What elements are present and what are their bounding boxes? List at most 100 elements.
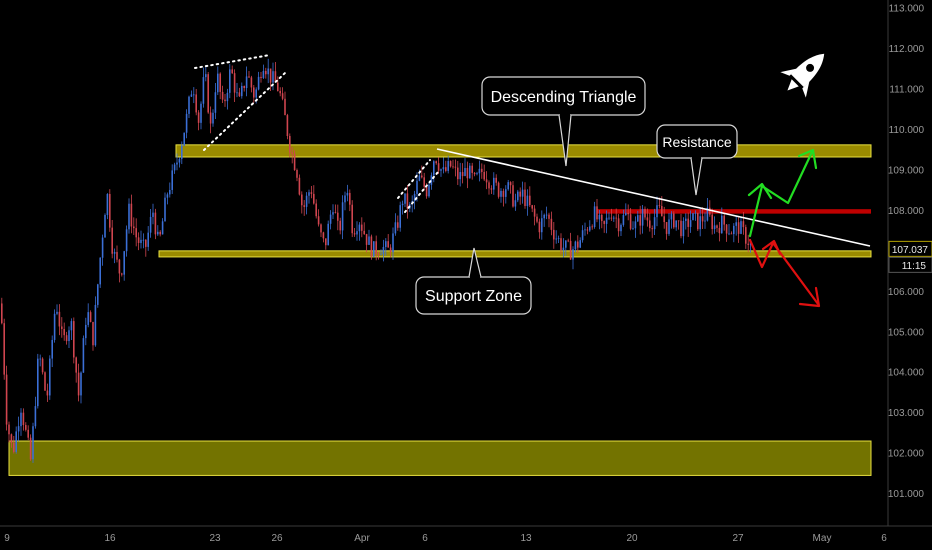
countdown-tag: 11:15 [888,256,932,273]
candle-body [579,240,581,248]
price-tick-label: 110.000 [889,125,925,136]
candle-body [529,195,531,206]
candle-body [608,217,610,219]
candle-body [329,214,332,224]
candle-body [49,358,51,396]
candle-body [149,216,152,233]
candle-body [209,112,212,124]
candle-body [327,223,329,246]
candle-body [447,161,449,171]
candle-body [466,168,469,179]
candle-body [63,329,65,336]
candle-body [620,224,622,232]
candle-body [325,238,327,246]
candle-body [291,152,293,154]
callout-descending-triangle: Descending Triangle [481,76,646,167]
candle-body [281,93,284,99]
candle-body [725,224,728,234]
candle-body [214,92,217,113]
candle-body [733,225,735,235]
candle-body [365,234,368,245]
candle-body [454,166,457,168]
candle-body [113,251,116,254]
time-tick-label: 20 [626,533,638,544]
candle-body [219,73,221,92]
candle-body [377,254,380,255]
candle-body [430,175,433,185]
candle-body [577,241,579,248]
candle-body [39,358,41,360]
candle-body [704,220,706,222]
candle-body [605,217,608,224]
candle-body [673,213,675,228]
candle-body [296,169,298,178]
candle-body [190,94,193,97]
candle-body [166,194,169,198]
candle-body [718,227,721,234]
candle-body [565,240,567,248]
candle-body [337,212,339,221]
candle-body [320,224,322,233]
candle-body [308,192,310,196]
candle-body [721,215,723,234]
candle-body [670,213,673,220]
callout-label-resistance: Resistance [662,134,731,150]
wedge-dotted-lines [194,54,439,213]
candle-body [699,216,701,230]
candle-body [104,214,106,238]
countdown-label: 11:15 [902,261,927,272]
candle-body [560,238,562,251]
candle-body [303,205,305,207]
candle-body [253,87,255,98]
candle-body [538,221,541,233]
candle-body [399,205,401,228]
bearish-path [748,238,820,306]
candle-body [653,217,656,230]
candle-body [173,164,176,171]
candle-body [629,214,632,229]
candle-body [476,173,478,175]
candle-body [339,220,341,231]
price-tick-label: 113.000 [889,4,925,15]
candle-body [145,239,147,247]
bullish-path [748,150,814,238]
candle-body [8,424,10,435]
candle-body [238,92,241,97]
candle-body [682,220,685,237]
price-tick-label: 104.000 [888,368,925,379]
candle-body [349,192,351,205]
time-axis[interactable]: 9 16 23 26 Apr 6 13 20 27 May 6 [4,533,887,544]
candle-body [421,175,423,178]
candle-body [649,220,651,229]
candle-body [589,226,591,231]
candle-body [433,161,435,176]
candle-body [17,426,20,432]
candle-body [197,112,200,123]
candle-body [171,170,173,190]
candle-body [656,205,658,218]
candle-body [634,221,637,229]
candle-body [533,208,536,217]
candle-body [485,179,488,183]
candle-body [488,182,490,189]
candle-body [137,237,140,243]
candle-body [351,204,353,234]
candle-body [233,73,236,93]
candle-body [123,251,125,275]
time-tick-label: 13 [520,533,532,544]
candle-body [169,189,171,195]
candle-body [610,217,613,219]
candle-body [737,222,740,234]
candle-body [452,166,454,168]
candle-body [617,218,620,232]
rocket-icon [780,53,825,98]
candle-body [231,69,233,74]
candle-body [118,259,121,274]
candle-body [459,172,461,180]
price-tick-label: 112.000 [889,44,925,55]
candle-body [277,82,279,91]
candle-body [730,233,733,235]
candle-body [133,226,135,229]
price-tick-label: 101.000 [888,489,925,500]
